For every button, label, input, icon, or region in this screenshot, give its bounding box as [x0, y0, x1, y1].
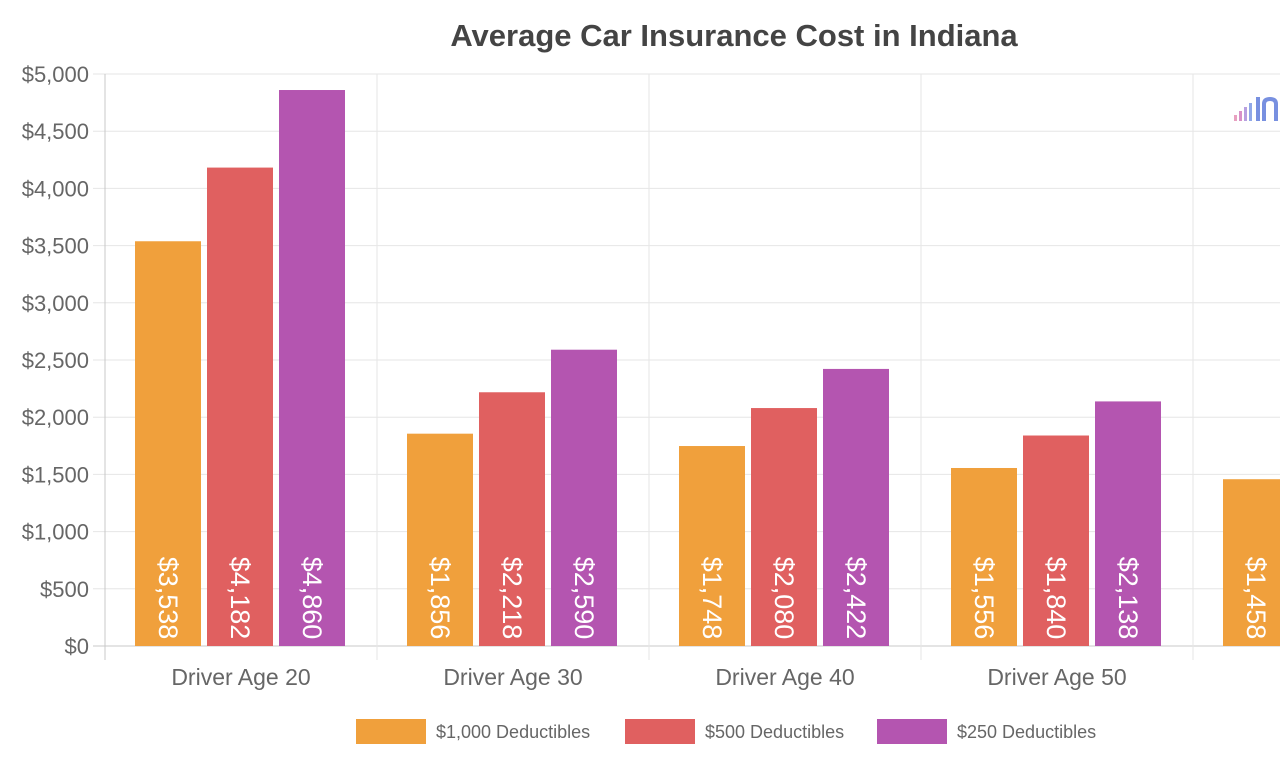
y-tick-label: $500 — [40, 577, 89, 602]
data-label: $1,556 — [969, 557, 999, 640]
y-axis: $0 $500 $1,000 $1,500 $2,000 $2,500 $3,000 $3,5… — [22, 62, 89, 659]
chart-title: Average Car Insurance Cost in Indiana — [450, 18, 1018, 53]
y-tick-label: $0 — [65, 634, 89, 659]
bar — [1223, 479, 1280, 646]
bar — [751, 408, 817, 646]
x-tick-label: Driver Age 50 — [987, 664, 1126, 690]
legend-label: $250 Deductibles — [957, 722, 1096, 742]
y-tick-label: $1,500 — [22, 462, 89, 487]
data-label: $2,590 — [569, 557, 599, 640]
y-tick-label: $4,000 — [22, 176, 89, 201]
y-tick-label: $2,500 — [22, 348, 89, 373]
bar — [407, 433, 473, 646]
logo-bar — [1249, 103, 1252, 121]
y-tick-label: $2,000 — [22, 405, 89, 430]
legend-label: $1,000 Deductibles — [436, 722, 590, 742]
data-label: $3,538 — [153, 557, 183, 640]
x-axis: Driver Age 20 Driver Age 30 Driver Age 40 D… — [171, 664, 1126, 690]
legend-swatch — [625, 719, 695, 744]
x-tick-label: Driver Age 40 — [715, 664, 854, 690]
bar — [479, 392, 545, 646]
bars: $3,538 $4,182 $4,860 $1,856 $2,218 $2,590 $1,7… — [135, 90, 1280, 647]
y-tick-label: $1,000 — [22, 520, 89, 545]
legend-label: $500 Deductibles — [705, 722, 844, 742]
data-label: $2,422 — [841, 557, 871, 640]
bar — [279, 90, 345, 647]
data-label: $4,860 — [297, 557, 327, 640]
y-tick-label: $3,000 — [22, 291, 89, 316]
data-label: $1,458 — [1241, 557, 1271, 640]
x-tick-label: Driver Age 20 — [171, 664, 310, 690]
legend-item[interactable]: $500 Deductibles — [625, 719, 844, 744]
y-tick-label: $4,500 — [22, 119, 89, 144]
data-label: $1,840 — [1041, 557, 1071, 640]
bar — [1023, 435, 1089, 646]
logo-bar — [1244, 107, 1247, 121]
data-label: $2,138 — [1113, 557, 1143, 640]
bar — [951, 467, 1017, 646]
legend-item[interactable]: $1,000 Deductibles — [356, 719, 590, 744]
bar-chart-logo-icon — [1234, 96, 1278, 121]
y-tick-label: $3,500 — [22, 234, 89, 259]
data-label: $4,182 — [225, 557, 255, 640]
bar — [135, 241, 201, 646]
bar — [1095, 401, 1161, 646]
legend-swatch — [877, 719, 947, 744]
bar — [207, 167, 273, 646]
x-tick-label: Driver Age 30 — [443, 664, 582, 690]
logo-shape — [1262, 96, 1278, 121]
logo-bar — [1234, 115, 1237, 121]
data-label: $2,080 — [769, 557, 799, 640]
bar — [551, 349, 617, 646]
legend-item[interactable]: $250 Deductibles — [877, 719, 1096, 744]
logo-bar — [1239, 111, 1242, 121]
data-label: $1,748 — [697, 557, 727, 640]
data-label: $2,218 — [497, 557, 527, 640]
data-label: $1,856 — [425, 557, 455, 640]
bar — [823, 368, 889, 646]
logo-bar — [1256, 97, 1260, 121]
y-tick-label: $5,000 — [22, 62, 89, 87]
bar — [679, 446, 745, 646]
legend-swatch — [356, 719, 426, 744]
legend[interactable]: $1,000 Deductibles $500 Deductibles $250 D… — [356, 719, 1096, 744]
